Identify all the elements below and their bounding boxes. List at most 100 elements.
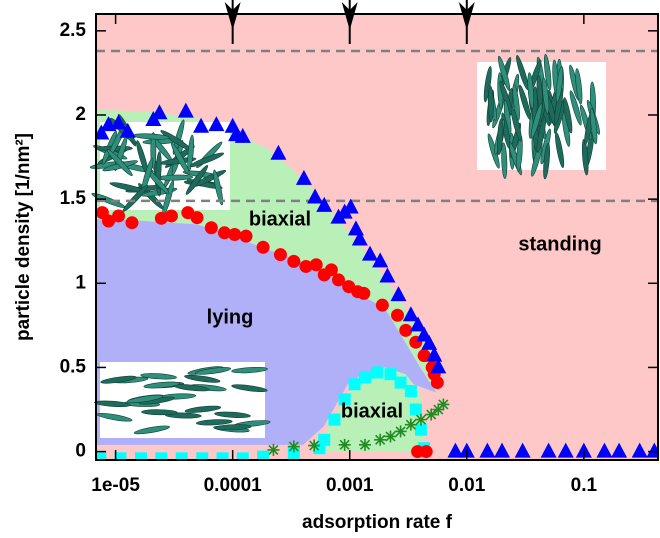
y-tick-label: 0.5 [60,356,87,377]
circle-point [256,240,270,254]
axes: 0 0.5 1 1.5 2 2.5 1e-05 0.0001 0.001 0.01 0.1 [60,0,659,496]
y-tick-label: 1 [75,272,86,293]
square-point [409,403,422,416]
triangle-point [557,442,574,458]
region-label: standing [518,233,601,255]
x-tick-label: 0.1 [571,475,598,496]
star-point [384,430,397,443]
y-tick-label: 0 [75,441,86,462]
particle [555,66,564,103]
circle-point [399,323,413,337]
triangle-point [307,188,324,204]
arrow-head [341,2,358,30]
circle-point [299,259,313,273]
circle-point [228,227,242,241]
particle [530,103,543,139]
particle [487,85,494,123]
particle [563,97,573,134]
star-point [414,413,427,426]
triangle-point [447,442,464,458]
marks [96,49,658,460]
circle-point [309,258,323,272]
y-tick-label: 1.5 [60,188,87,209]
particle [172,119,185,155]
star-point [374,433,387,446]
circle-point [391,308,405,322]
circle-point [375,298,389,312]
triangle-point [119,122,136,138]
region-label: biaxial [249,208,311,230]
square-point [96,452,107,460]
triangle-point [409,316,426,332]
particle [543,142,550,180]
particle [581,138,589,176]
triangle-point [514,442,531,458]
circle-point [324,263,338,277]
particle [214,411,251,418]
triangle-point [372,252,389,268]
circle-point [190,211,204,225]
square-point [414,423,427,436]
triangle-point [421,334,438,350]
triangle-point [430,358,447,374]
plot-frame [95,13,659,461]
star-point [437,398,450,411]
insets [89,54,606,438]
particle [510,106,522,142]
particle [231,366,268,374]
particle [527,72,534,109]
particle [518,84,531,120]
star-point [338,438,351,451]
triangle-point [596,442,613,458]
square-point [135,452,148,460]
inset-image [477,54,606,180]
particle [184,374,221,383]
region-label: lying [207,306,254,328]
square-point [371,366,384,379]
particle [569,90,582,126]
particle [133,425,170,435]
particle [189,152,225,168]
triangle-point [631,442,648,458]
triangle-point [151,104,168,120]
triangle-point [270,144,287,160]
particle [141,409,178,416]
circle-point [125,216,139,230]
particle [542,77,550,114]
square-point [114,452,127,460]
particle [483,66,492,103]
circle-point [102,214,116,228]
circle-point [217,226,231,240]
particle [501,142,508,179]
circle-point [204,221,218,235]
particle [171,142,190,175]
particle [195,419,233,426]
particle [214,424,252,431]
triangle-point [342,198,359,214]
triangle-point [540,442,557,458]
square-point [384,368,397,381]
y-axis-label: particle density [1/nm²] [13,133,34,341]
triangle-point [316,196,333,212]
triangle-point [494,442,511,458]
triangle-point [611,442,628,458]
particle [213,169,224,206]
square-point [175,452,188,460]
star-point [432,403,445,416]
particle [231,384,268,393]
particle [497,118,504,155]
arrow-head [224,2,241,30]
triangle-point [208,116,225,132]
circle-point [239,229,253,243]
circle-point [332,273,346,287]
triangle-point [361,245,378,261]
square-point [216,452,229,460]
star-point [308,439,321,452]
y-tick-label: 2 [75,104,86,125]
particle [498,55,511,91]
square-point [394,376,407,389]
x-tick-label: 0.01 [448,475,485,496]
star-point [425,408,438,421]
particle [100,375,137,384]
x-tick-label: 1e-05 [91,475,140,496]
